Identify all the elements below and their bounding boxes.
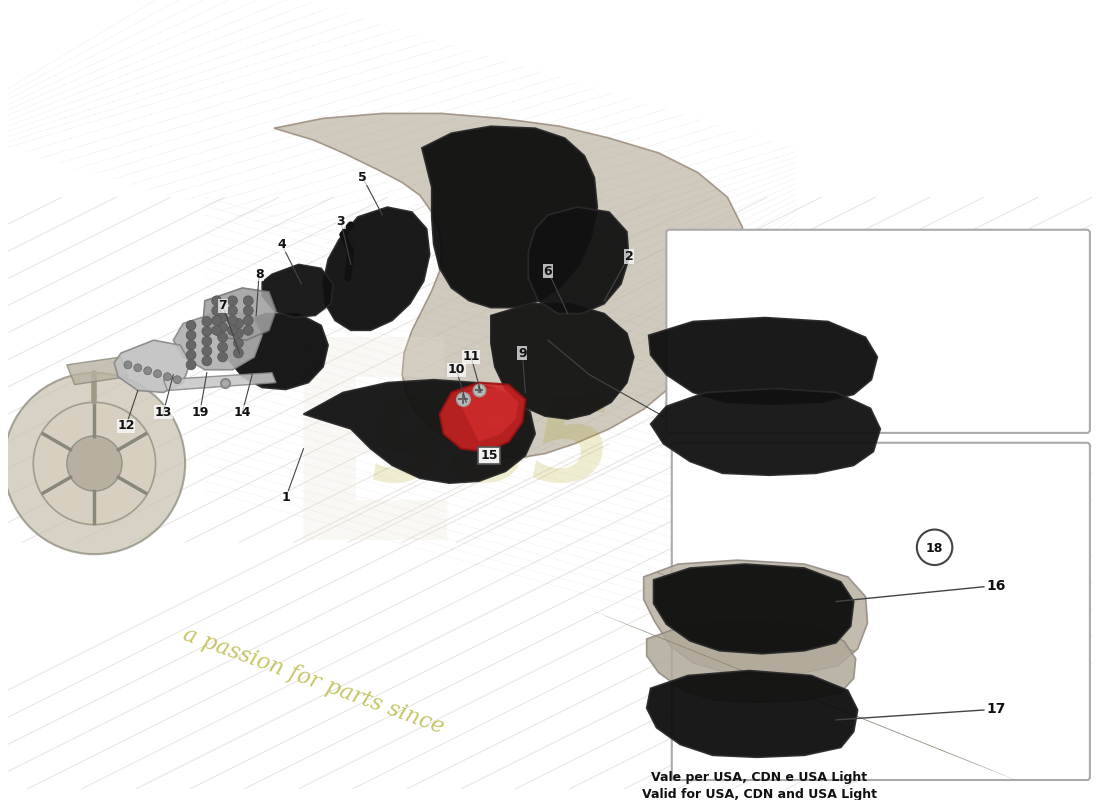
- Circle shape: [154, 370, 162, 378]
- Circle shape: [202, 356, 212, 366]
- Polygon shape: [647, 670, 858, 758]
- Polygon shape: [421, 126, 597, 308]
- Text: 11: 11: [462, 350, 480, 363]
- Circle shape: [134, 364, 142, 372]
- Polygon shape: [653, 564, 854, 654]
- Circle shape: [228, 315, 238, 326]
- Circle shape: [202, 346, 212, 356]
- Circle shape: [202, 336, 212, 346]
- Circle shape: [243, 315, 253, 326]
- Circle shape: [124, 361, 132, 369]
- Polygon shape: [491, 304, 634, 419]
- Polygon shape: [224, 314, 328, 390]
- Polygon shape: [528, 207, 629, 314]
- Circle shape: [174, 376, 182, 383]
- Circle shape: [202, 317, 212, 326]
- Circle shape: [916, 530, 953, 565]
- Circle shape: [212, 315, 221, 326]
- Text: E: E: [277, 329, 468, 598]
- Circle shape: [212, 296, 221, 306]
- Circle shape: [218, 313, 228, 322]
- Circle shape: [3, 373, 185, 554]
- FancyBboxPatch shape: [667, 230, 1090, 433]
- Text: 7: 7: [218, 299, 227, 312]
- Text: 5: 5: [359, 171, 367, 184]
- Circle shape: [186, 330, 196, 340]
- Circle shape: [67, 436, 122, 491]
- Polygon shape: [650, 389, 880, 475]
- Circle shape: [228, 326, 238, 335]
- Circle shape: [233, 338, 243, 348]
- Circle shape: [243, 326, 253, 335]
- Circle shape: [243, 296, 253, 306]
- Text: 9: 9: [518, 346, 527, 359]
- Circle shape: [144, 367, 152, 374]
- Text: 985: 985: [367, 391, 614, 506]
- Text: 17: 17: [987, 702, 1007, 716]
- Circle shape: [233, 348, 243, 358]
- Text: 6: 6: [543, 265, 552, 278]
- Circle shape: [186, 350, 196, 360]
- Text: 8: 8: [255, 268, 263, 281]
- Polygon shape: [164, 373, 276, 390]
- FancyBboxPatch shape: [672, 442, 1090, 780]
- Text: Vale per USA, CDN e USA Light: Vale per USA, CDN e USA Light: [651, 770, 867, 783]
- Polygon shape: [174, 310, 262, 370]
- Text: 18: 18: [926, 542, 944, 554]
- Polygon shape: [649, 318, 878, 404]
- Circle shape: [33, 402, 155, 525]
- Text: 12: 12: [118, 419, 134, 433]
- Polygon shape: [456, 387, 518, 442]
- Polygon shape: [647, 622, 856, 702]
- Text: 14: 14: [233, 406, 251, 418]
- Circle shape: [212, 326, 221, 335]
- Text: 13: 13: [155, 406, 172, 418]
- Text: 19: 19: [191, 406, 209, 418]
- Text: 2: 2: [625, 250, 634, 263]
- Circle shape: [218, 342, 228, 352]
- Polygon shape: [644, 560, 868, 675]
- Circle shape: [186, 340, 196, 350]
- Polygon shape: [67, 357, 128, 385]
- Circle shape: [228, 306, 238, 315]
- Polygon shape: [274, 114, 745, 458]
- Circle shape: [218, 332, 228, 342]
- Circle shape: [164, 373, 172, 381]
- Polygon shape: [262, 264, 333, 318]
- Polygon shape: [202, 288, 276, 340]
- Circle shape: [212, 306, 221, 315]
- Text: a passion for parts since: a passion for parts since: [179, 623, 447, 738]
- Circle shape: [233, 318, 243, 328]
- Circle shape: [228, 296, 238, 306]
- Text: 3: 3: [337, 215, 345, 228]
- Text: 16: 16: [987, 578, 1007, 593]
- Circle shape: [202, 326, 212, 336]
- Text: 1: 1: [282, 491, 290, 505]
- Polygon shape: [323, 207, 430, 330]
- Text: 10: 10: [448, 363, 465, 376]
- Polygon shape: [304, 380, 536, 483]
- Circle shape: [186, 321, 196, 330]
- Text: 4: 4: [277, 238, 286, 251]
- Circle shape: [233, 328, 243, 338]
- Circle shape: [218, 322, 228, 332]
- Polygon shape: [114, 340, 190, 393]
- Text: Valid for USA, CDN and USA Light: Valid for USA, CDN and USA Light: [641, 788, 877, 800]
- Polygon shape: [440, 382, 526, 452]
- Circle shape: [243, 306, 253, 315]
- Circle shape: [218, 352, 228, 362]
- Text: 15: 15: [480, 449, 497, 462]
- Circle shape: [186, 360, 196, 370]
